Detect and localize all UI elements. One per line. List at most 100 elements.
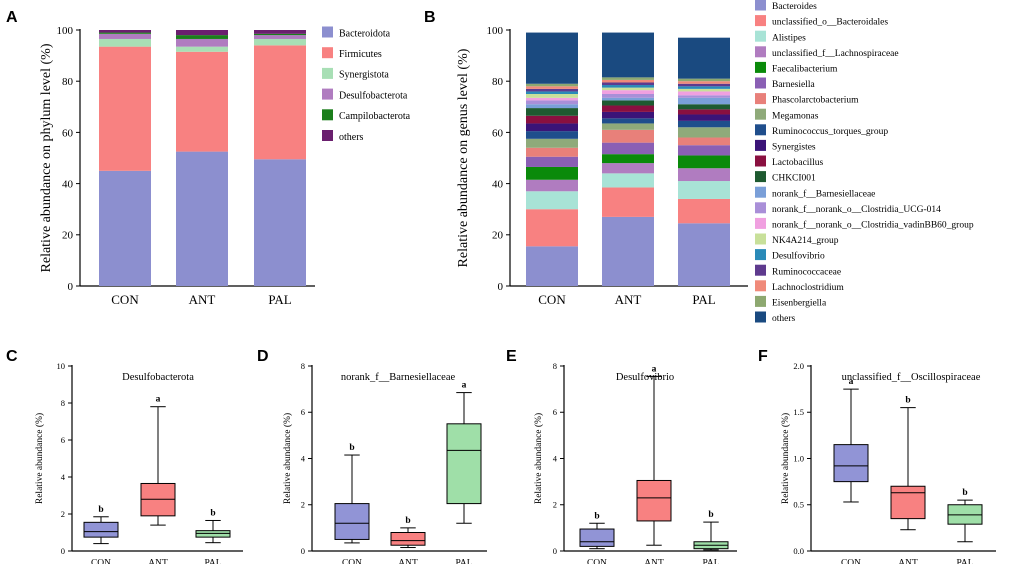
x-tick-label-pal: PAL <box>268 292 291 307</box>
legend-label: Firmicutes <box>339 49 382 60</box>
bar-segment-pal-6 <box>254 30 306 34</box>
bar-segment-con-5 <box>99 32 151 34</box>
bar-segment-con-5 <box>526 166 578 180</box>
bar-segment-ant-11 <box>602 105 654 112</box>
bar-segment-con-6 <box>526 156 578 167</box>
y-tick-label: 6 <box>61 435 65 445</box>
y-tick-label: 60 <box>492 127 504 139</box>
y-axis-title: Relative abundance (%) <box>282 413 293 504</box>
bar-segment-con-4 <box>526 179 578 192</box>
legend-label: Alistipes <box>772 33 806 43</box>
legend-swatch <box>755 264 766 276</box>
chart-title: Desulfobacterota <box>122 372 194 383</box>
box-con <box>833 444 869 483</box>
legend-label: others <box>339 132 364 143</box>
bar-segment-pal-2 <box>254 45 306 160</box>
bar-segment-con-15 <box>526 97 578 101</box>
bar-segment-pal-16 <box>678 88 730 92</box>
legend-swatch <box>755 280 766 292</box>
bar-segment-con-1 <box>99 170 151 286</box>
bar-segment-pal-1 <box>254 159 306 286</box>
y-tick-label: 0 <box>61 546 65 556</box>
legend-swatch <box>755 171 766 183</box>
bar-segment-pal-13 <box>678 97 730 105</box>
y-tick-label: 80 <box>62 76 74 88</box>
bar-segment-ant-10 <box>602 111 654 119</box>
legend-swatch <box>755 139 766 151</box>
desulfobacterota-box-plot: 0 2 4 6 8 10 Relative abundance (%) Desulfobact… <box>34 361 243 564</box>
x-tick-label-con: CON <box>111 292 139 307</box>
box-con <box>334 503 370 540</box>
legend-label: Faecalibacterium <box>772 65 838 75</box>
x-tick-label-con: CON <box>841 559 861 564</box>
bar-segment-con-4 <box>99 33 151 39</box>
bar-segment-pal-5 <box>254 33 306 36</box>
y-axis-title: Relative abundance (%) <box>34 413 45 504</box>
bar-segment-ant-18 <box>602 82 654 86</box>
significance-letter-con: b <box>98 505 103 515</box>
bar-segment-pal-4 <box>254 35 306 39</box>
bar-segment-con-2 <box>526 209 578 247</box>
significance-letter-pal: b <box>962 488 967 498</box>
bar-segment-ant-16 <box>602 87 654 91</box>
y-tick-label: 40 <box>492 178 504 190</box>
box-con <box>83 521 119 538</box>
x-tick-label-con: CON <box>587 559 607 564</box>
bar-segment-con-2 <box>99 46 151 171</box>
bar-segment-ant-8 <box>602 123 654 130</box>
x-tick-label-pal: PAL <box>692 292 715 307</box>
x-tick-label-pal: PAL <box>204 559 221 564</box>
bar-segment-con-7 <box>526 147 578 157</box>
y-tick-label: 60 <box>62 127 74 139</box>
bar-segment-con-20 <box>526 83 578 87</box>
bar-segment-con-21 <box>526 32 578 84</box>
y-tick-label: 8 <box>301 361 305 371</box>
bar-segment-ant-21 <box>602 32 654 78</box>
y-tick-label: 0.5 <box>793 500 804 510</box>
bar-segment-pal-3 <box>254 38 306 46</box>
x-tick-label-pal: PAL <box>956 559 973 564</box>
y-tick-label: 4 <box>61 472 66 482</box>
legend-swatch <box>322 26 333 38</box>
bar-segment-con-17 <box>526 91 578 94</box>
desulfovibrio-box-plot: 0 2 4 6 8 Relative abundance (%) Desulfovibrio… <box>533 361 737 564</box>
bar-segment-pal-17 <box>678 86 730 89</box>
x-tick-label-pal: PAL <box>455 559 472 564</box>
significance-letter-pal: b <box>210 508 215 518</box>
bar-segment-ant-15 <box>602 90 654 94</box>
legend-swatch <box>755 295 766 307</box>
legend-label: others <box>772 314 796 324</box>
y-tick-label: 0 <box>498 281 504 293</box>
significance-letter-ant: a <box>652 364 657 374</box>
bar-segment-ant-6 <box>602 142 654 155</box>
legend-label: Bacteroides <box>772 2 817 12</box>
x-tick-label-ant: ANT <box>398 559 418 564</box>
bar-segment-ant-4 <box>176 38 228 47</box>
y-tick-label: 1.0 <box>793 453 804 463</box>
y-tick-label: 2 <box>301 500 305 510</box>
bar-segment-con-8 <box>526 138 578 148</box>
y-axis-title: Relative abundance (%) <box>533 413 544 504</box>
x-tick-label-con: CON <box>342 559 362 564</box>
y-tick-label: 20 <box>492 230 504 242</box>
x-tick-label-pal: PAL <box>702 559 719 564</box>
bar-segment-ant-7 <box>602 129 654 143</box>
legend-swatch <box>755 124 766 136</box>
y-tick-label: 100 <box>57 25 74 37</box>
legend-label: unclassified_f__Lachnospiraceae <box>772 48 899 59</box>
bar-segment-con-19 <box>526 86 578 89</box>
bar-segment-ant-12 <box>602 100 654 106</box>
legend-label: NK4A214_group <box>772 236 839 246</box>
y-tick-label: 100 <box>487 25 504 37</box>
y-tick-label: 2 <box>61 509 65 519</box>
legend-label: norank_f__Barnesiellaceae <box>772 188 875 199</box>
bar-segment-pal-5 <box>678 155 730 169</box>
legend-label: Lactobacillus <box>772 158 823 168</box>
legend-label: Bacteroidota <box>339 28 391 39</box>
legend-swatch <box>322 47 333 59</box>
legend-swatch <box>755 249 766 261</box>
legend-swatch <box>755 217 766 229</box>
bar-segment-con-6 <box>99 30 151 33</box>
y-tick-label: 1.5 <box>793 407 804 417</box>
bar-segment-pal-21 <box>678 37 730 79</box>
